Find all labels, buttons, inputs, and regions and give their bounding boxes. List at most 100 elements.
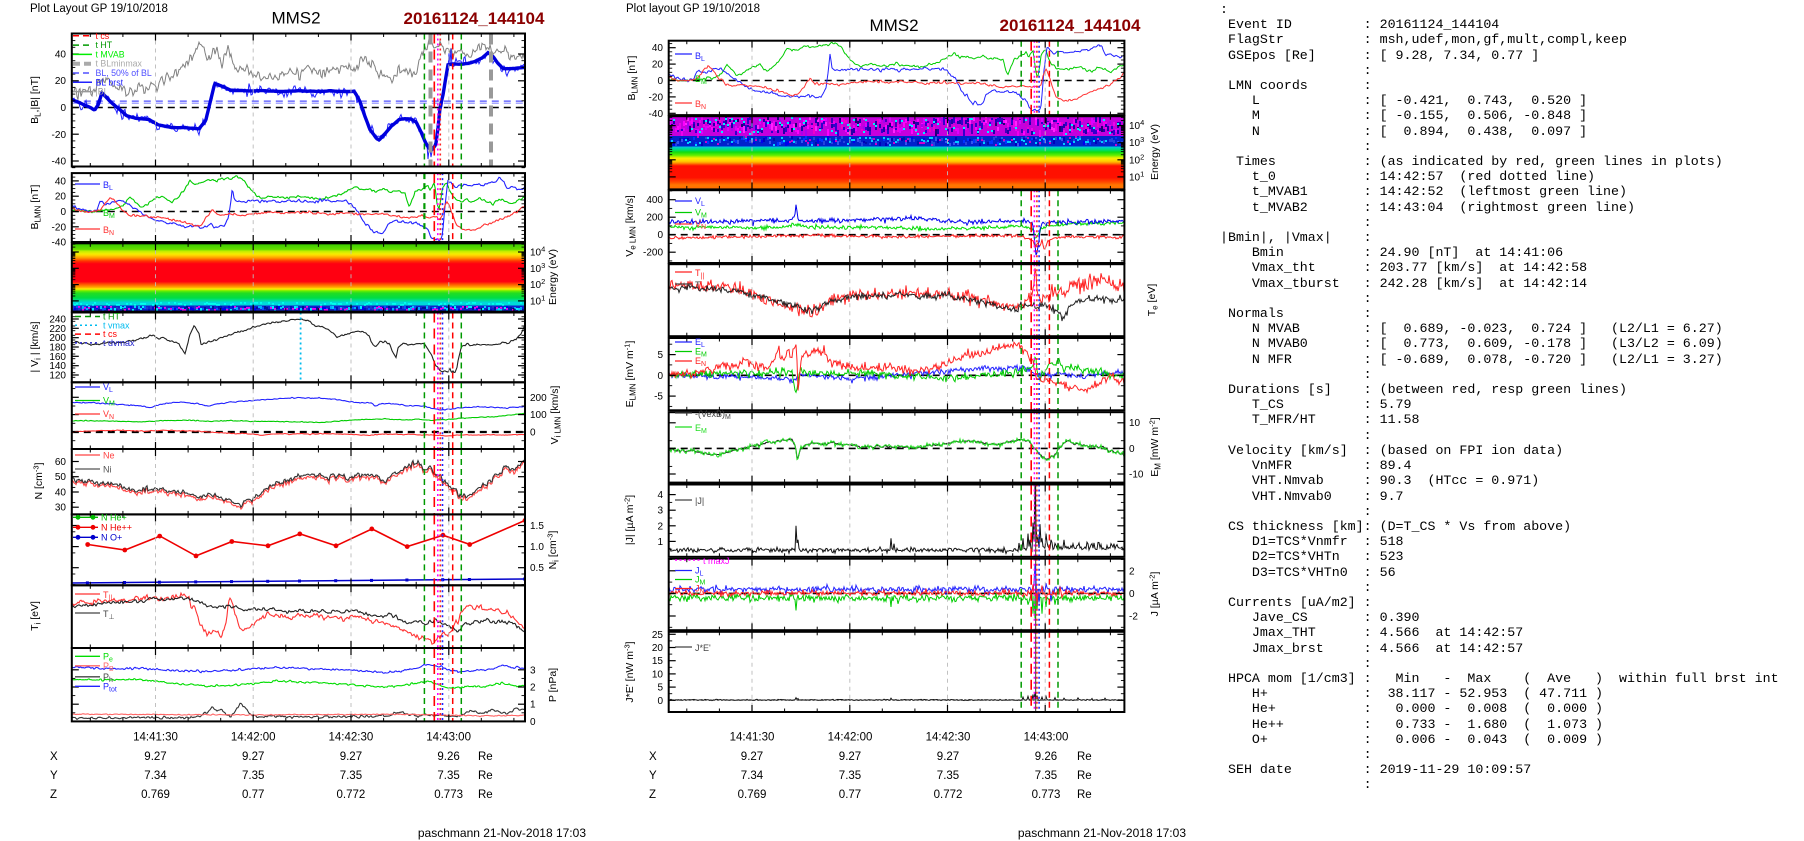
svg-text:101: 101	[1129, 169, 1144, 183]
svg-text:50: 50	[55, 472, 67, 483]
svg-text:BN: BN	[695, 99, 706, 111]
svg-text:200: 200	[49, 333, 66, 344]
svg-text:7.35: 7.35	[937, 770, 959, 782]
svg-text:0: 0	[657, 230, 663, 241]
svg-text:Ne: Ne	[103, 451, 115, 461]
svg-text:0: 0	[657, 371, 663, 382]
svg-text:BL, 50% of BL: BL, 50% of BL	[96, 68, 152, 78]
svg-text:-20: -20	[649, 92, 664, 103]
svg-text:-40: -40	[649, 109, 664, 120]
svg-text:Ve LMN [km/s]: Ve LMN [km/s]	[624, 195, 638, 257]
svg-text:ELMN [mV m-1]: ELMN [mV m-1]	[623, 341, 638, 408]
svg-text:103: 103	[530, 261, 545, 275]
svg-text:0.769: 0.769	[738, 789, 767, 801]
svg-text:0: 0	[530, 428, 536, 439]
svg-text:Energy (eV): Energy (eV)	[547, 249, 559, 305]
svg-text:VM: VM	[695, 208, 707, 220]
svg-text:9.26: 9.26	[437, 751, 459, 763]
svg-text:X: X	[50, 751, 58, 763]
svg-text:10: 10	[1129, 418, 1141, 429]
svg-text:-20: -20	[52, 130, 67, 141]
svg-text:-40: -40	[52, 238, 67, 249]
svg-text:14:42:00: 14:42:00	[231, 732, 276, 744]
svg-text:7.35: 7.35	[437, 770, 459, 782]
svg-text:Pe: Pe	[103, 652, 113, 664]
svg-text:200: 200	[646, 213, 663, 224]
svg-text:14:41:30: 14:41:30	[133, 732, 178, 744]
svg-text:103: 103	[1129, 135, 1144, 149]
svg-text:0: 0	[657, 696, 663, 707]
svg-text:7.35: 7.35	[839, 770, 861, 782]
svg-text:1.0: 1.0	[530, 542, 544, 553]
svg-text:7.35: 7.35	[242, 770, 264, 782]
svg-text:15: 15	[652, 656, 664, 667]
svg-text:220: 220	[49, 324, 66, 335]
svg-text:J*E': J*E'	[695, 643, 711, 653]
svg-text:Ni [cm-3]: Ni [cm-3]	[546, 531, 561, 570]
svg-text:-20: -20	[52, 222, 67, 233]
svg-text:t cs: t cs	[96, 31, 110, 41]
svg-text:EM: EM	[695, 423, 707, 435]
svg-text:-(VexB)M: -(VexB)M	[695, 409, 731, 421]
svg-text:Y: Y	[649, 770, 657, 782]
svg-text:t HT: t HT	[96, 40, 113, 50]
svg-text:Plot Layout GP 19/10/2018: Plot Layout GP 19/10/2018	[30, 3, 168, 15]
svg-text:0.773: 0.773	[434, 789, 463, 801]
svg-text:0: 0	[1129, 444, 1135, 455]
svg-text:-5: -5	[654, 392, 663, 403]
svg-text:240: 240	[49, 315, 66, 326]
svg-text:BL: BL	[695, 51, 705, 63]
svg-text:20: 20	[652, 60, 664, 71]
svg-text:BL brst: BL brst	[96, 77, 124, 87]
svg-text:40: 40	[652, 43, 664, 54]
svg-text:N [cm-3]: N [cm-3]	[32, 462, 46, 499]
svg-text:J*E' [nW m-3]: J*E' [nW m-3]	[623, 641, 637, 702]
svg-text:104: 104	[1129, 118, 1144, 132]
svg-text:Energy (eV): Energy (eV)	[1149, 124, 1161, 180]
svg-text:-200: -200	[643, 248, 663, 259]
svg-text:T⊥: T⊥	[103, 609, 115, 621]
svg-text:-40: -40	[52, 157, 67, 168]
svg-text:40: 40	[55, 50, 67, 61]
svg-text:14:43:00: 14:43:00	[426, 732, 471, 744]
svg-text:paschmann 21-Nov-2018 17:03: paschmann 21-Nov-2018 17:03	[418, 826, 586, 840]
svg-text:20: 20	[55, 192, 67, 203]
svg-text:4: 4	[657, 490, 663, 501]
svg-text:t maxJ: t maxJ	[703, 556, 730, 566]
svg-text:0.5: 0.5	[530, 563, 544, 574]
svg-text:180: 180	[49, 343, 66, 354]
svg-text:0.772: 0.772	[337, 789, 366, 801]
svg-text:Re: Re	[1077, 751, 1092, 763]
svg-text:2: 2	[530, 683, 536, 694]
svg-text:7.35: 7.35	[1035, 770, 1057, 782]
svg-text:9.26: 9.26	[1035, 751, 1057, 763]
svg-text:t vmax: t vmax	[103, 320, 130, 330]
svg-text:1: 1	[530, 700, 536, 711]
svg-text:X: X	[649, 751, 657, 763]
svg-text:PB: PB	[103, 661, 114, 673]
svg-text:t HT: t HT	[103, 312, 121, 322]
svg-text:N He++: N He++	[101, 523, 132, 533]
svg-text:9.27: 9.27	[937, 751, 959, 763]
svg-text:7.34: 7.34	[144, 770, 167, 782]
svg-text:| Vi | [km/s]: | Vi | [km/s]	[29, 321, 43, 372]
svg-text:BL: BL	[103, 180, 113, 192]
svg-text:20161124_144104: 20161124_144104	[404, 9, 545, 28]
svg-text:t dvmax: t dvmax	[103, 338, 135, 348]
svg-text:102: 102	[530, 277, 545, 291]
svg-text:Ph: Ph	[103, 672, 113, 684]
svg-text:BN: BN	[103, 225, 114, 237]
svg-text:40: 40	[55, 488, 67, 499]
svg-text:9.27: 9.27	[839, 751, 861, 763]
svg-text:25: 25	[652, 630, 664, 641]
svg-text:Re: Re	[478, 770, 493, 782]
svg-text:20161124_144104: 20161124_144104	[1000, 16, 1141, 35]
svg-text:0.773: 0.773	[1032, 789, 1061, 801]
svg-text:2: 2	[657, 521, 663, 532]
svg-text:40: 40	[55, 176, 67, 187]
svg-text:0.77: 0.77	[242, 789, 264, 801]
svg-text:T||: T||	[695, 268, 704, 280]
svg-text:BL,|B| [nT]: BL,|B| [nT]	[29, 76, 43, 124]
svg-text:1.5: 1.5	[530, 521, 544, 532]
svg-text:VL: VL	[695, 196, 705, 208]
